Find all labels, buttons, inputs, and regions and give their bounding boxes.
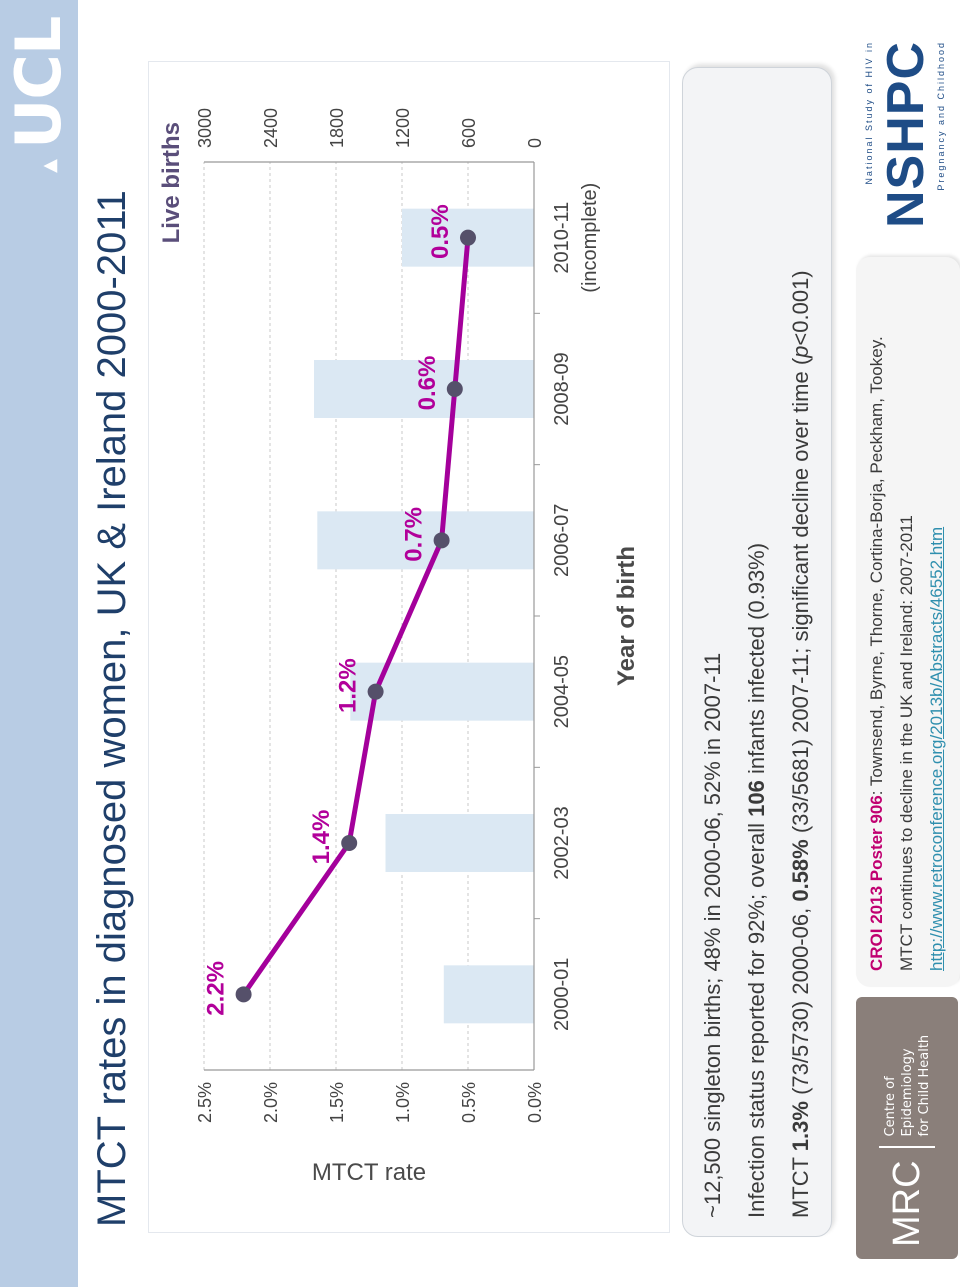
ref-line-3: http://www.retroconference.org/2013b/Abs… — [922, 273, 952, 971]
x-tick-label: 2008-09 — [551, 352, 573, 425]
y2-tick-label: 1200 — [393, 108, 413, 148]
ref-title: MTCT continues to decline in the UK and … — [897, 515, 916, 971]
x-tick-label: 2002-03 — [551, 806, 573, 879]
note-italic: p — [788, 345, 813, 358]
note-text: (33/5681) 2007-11; significant decline o… — [788, 357, 813, 840]
mtct-data-label: 2.2% — [203, 961, 230, 1016]
note-bold: 1.3% — [788, 1101, 813, 1152]
chart-panel: 0.0% 0.5% 1.0% 1.5% 2.0% 2.5% 0 600 1200 1800 2400… — [148, 61, 670, 1233]
y2-tick-label: 2400 — [261, 108, 281, 148]
y-tick-label: 1.5% — [327, 1082, 347, 1123]
mtct-point — [433, 532, 450, 549]
x-tick-label: 2010-11 — [551, 202, 573, 274]
note-line-1: ~12,500 singleton births; 48% in 2000-06… — [700, 652, 725, 1218]
mtct-point — [235, 986, 252, 1003]
mtct-data-label: 0.7% — [401, 507, 428, 562]
note-text: Infection status reported for 92%; overa… — [744, 816, 769, 1218]
mtct-data-label: 0.6% — [414, 356, 441, 411]
mtct-data-label: 1.2% — [335, 658, 362, 713]
y-tick-label: 1.0% — [393, 1082, 413, 1123]
y2-tick-label: 0 — [525, 138, 545, 148]
y2-tick-label: 600 — [459, 118, 479, 148]
mtct-point — [460, 229, 476, 246]
x-tick-label: 2006-07 — [551, 504, 573, 577]
mtct-point — [367, 683, 384, 700]
reference-box: CROI 2013 Poster 906: Townsend, Byrne, T… — [856, 257, 960, 987]
ref-link[interactable]: http://www.retroconference.org/2013b/Abs… — [927, 526, 946, 971]
y2-tick-label: 3000 — [195, 108, 215, 148]
y-tick-label: 2.5% — [195, 1082, 215, 1123]
note-text: (73/5730) 2000-06, — [788, 901, 813, 1102]
mrc-sub-line: Centre of Epidemiology — [882, 1048, 915, 1137]
footer: MRC Centre of Epidemiology for Child Hea… — [848, 0, 960, 1287]
mtct-point — [341, 835, 358, 851]
bar-live-births — [443, 965, 534, 1024]
note-text: <0.001) — [788, 270, 813, 346]
bar-live-births — [385, 814, 534, 872]
x-tick-sublabel: (incomplete) — [579, 183, 601, 293]
note-text: MTCT — [788, 1151, 813, 1218]
bar-live-births — [314, 360, 534, 418]
note-line-2: Infection status reported for 92%; overa… — [735, 86, 779, 1218]
mrc-label: MRC — [879, 1146, 935, 1259]
bar-live-births — [350, 662, 534, 721]
ucl-logo: ▲ UCL — [2, 7, 75, 177]
mtct-data-label: 1.4% — [308, 810, 335, 865]
y2-tick-label: 1800 — [327, 108, 347, 148]
y-tick-label: 0.5% — [459, 1082, 479, 1123]
note-text: infants infected (0.93%) — [744, 542, 769, 781]
title-band: ▲ UCL — [0, 0, 78, 1287]
y-tick-label: 0.0% — [525, 1082, 545, 1123]
ref-authors: : Townsend, Byrne, Thorne, Cortina-Borja… — [867, 336, 886, 796]
ref-poster: CROI 2013 Poster 906 — [867, 795, 886, 971]
line-mtct-rate — [241, 237, 471, 996]
dome-icon: ▲ — [39, 159, 60, 173]
nshpc-main-text: NSHPC — [877, 41, 935, 229]
mrc-sub-line: for Child Health — [916, 1034, 932, 1137]
y-axis-title: MTCT rate — [312, 1159, 426, 1186]
mtct-chart: 0.0% 0.5% 1.0% 1.5% 2.0% 2.5% 0 600 1200 1800 2400… — [158, 108, 640, 1186]
page-title: MTCT rates in diagnosed women, UK & Irel… — [90, 190, 134, 1227]
note-line-3: MTCT 1.3% (73/5730) 2000-06, 0.58% (33/5… — [779, 86, 823, 1218]
nshpc-logo: National Study of HIV in NSHPC Pregnancy… — [848, 35, 960, 235]
note-bold: 0.58% — [788, 839, 813, 902]
y2-axis-title: Live births — [158, 122, 185, 243]
mtct-point — [446, 381, 463, 397]
nshpc-top-text: National Study of HIV in — [864, 41, 874, 185]
x-axis-title: Year of birth — [613, 546, 640, 686]
note-bold: 106 — [744, 780, 769, 817]
nshpc-bottom-text: Pregnancy and Childhood — [936, 41, 946, 191]
mrc-logo: MRC Centre of Epidemiology for Child Hea… — [856, 997, 958, 1259]
y-tick-label: 2.0% — [261, 1082, 281, 1123]
x-tick-label: 2000-01 — [551, 958, 573, 1031]
ref-line-1: CROI 2013 Poster 906: Townsend, Byrne, T… — [862, 273, 892, 971]
mtct-data-label: 0.5% — [427, 204, 454, 259]
bar-live-births — [317, 511, 534, 570]
mrc-subtitle: Centre of Epidemiology for Child Health — [882, 997, 933, 1146]
ucl-logo-text: UCL — [2, 16, 75, 149]
x-tick-label: 2004-05 — [551, 655, 573, 728]
notes-box: ~12,500 singleton births; 48% in 2000-06… — [682, 67, 832, 1237]
